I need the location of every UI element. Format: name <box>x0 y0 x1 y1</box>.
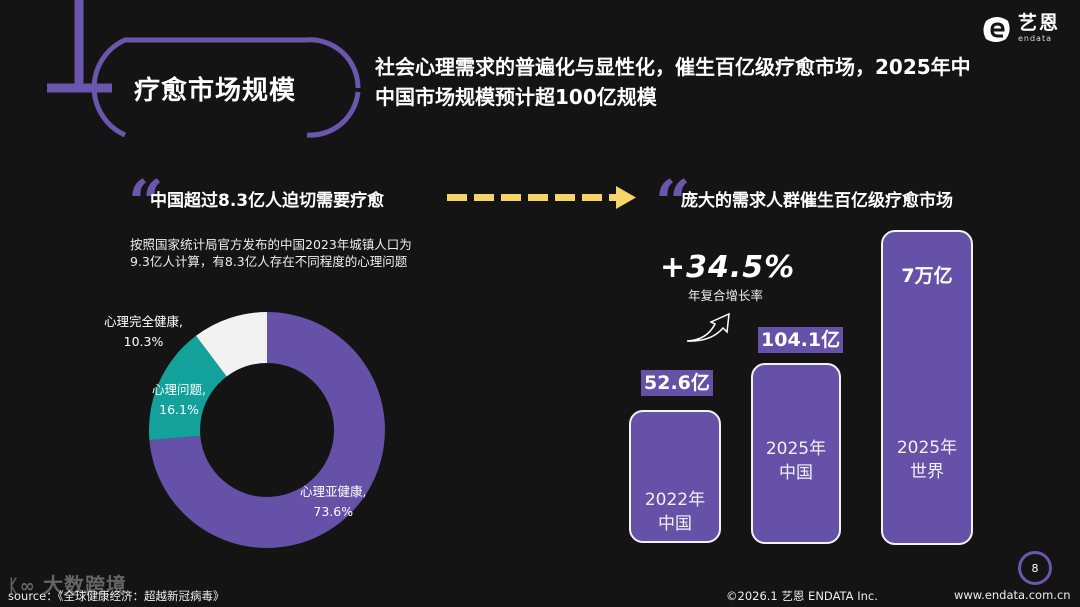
bar-label-year: 2025年 <box>765 439 827 459</box>
bar-label-region: 世界 <box>910 462 944 482</box>
growth-rate-label: 年复合增长率 <box>688 288 764 303</box>
website-link[interactable]: www.endata.com.cn <box>954 588 1071 602</box>
donut-segment-healthy <box>196 312 267 377</box>
bar-value-2025-world: 7万亿 <box>901 265 953 287</box>
bar-2022-china: 2022年 中国 <box>629 410 721 543</box>
label-value: 73.6% <box>313 504 354 519</box>
source-text: source：《全球健康经济：超越新冠病毒》 <box>8 589 225 603</box>
donut-label-problem: 心理问题, 16.1% <box>152 380 206 420</box>
label-value: 10.3% <box>123 334 164 349</box>
watermark-logo-icon: ᛕ∞ <box>8 576 44 597</box>
section-title: 疗愈市场规模 <box>134 76 297 106</box>
watermark-text: 大数跨境 <box>43 573 128 597</box>
bar-value-2025-china: 104.1亿 <box>758 327 844 353</box>
bar-value-2022-china: 52.6亿 <box>641 370 713 396</box>
bar-label: 2022年 中国 <box>631 488 719 536</box>
headline: 社会心理需求的普遍化与显性化，催生百亿级疗愈市场，2025年中 中国市场规模预计… <box>375 52 1055 112</box>
quote-mark-icon: “ <box>128 166 164 239</box>
left-panel-title: 中国超过8.3亿人迫切需要疗愈 <box>150 191 385 211</box>
bar-2025-world: 7万亿 2025年 世界 <box>881 230 973 545</box>
donut-segment-problem <box>148 335 227 441</box>
donut-label-sub-health: 心理亚健康, 73.6% <box>300 482 366 522</box>
donut-label-healthy: 心理完全健康, 10.3% <box>104 312 183 352</box>
endata-e-icon <box>983 16 1010 42</box>
donut-segment-sub-health <box>149 312 385 548</box>
label-value: 16.1% <box>159 402 199 417</box>
dashed-arrow-right-icon <box>447 186 636 209</box>
endata-logo: 艺恩 endata <box>982 14 1060 43</box>
left-panel-description: 按照国家统计局官方发布的中国2023年城镇人口为9.3亿人计算，有8.3亿人存在… <box>130 237 412 269</box>
right-panel-title: 庞大的需求人群催生百亿级疗愈市场 <box>681 191 953 211</box>
bar-label: 2025年 中国 <box>753 437 839 485</box>
label-text: 心理问题, <box>152 382 206 397</box>
bar-label: 2025年 世界 <box>883 436 971 484</box>
bar-label-region: 中国 <box>779 463 813 483</box>
copyright-text: ©2026.1 艺恩 ENDATA Inc. <box>726 589 878 603</box>
logo-cn-text: 艺恩 <box>1017 12 1060 34</box>
bar-label-year: 2022年 <box>644 490 706 510</box>
watermark: ᛕ∞ 大数跨境 <box>8 569 127 598</box>
quote-mark-icon: “ <box>655 166 691 239</box>
logo-en-text: endata <box>1017 34 1052 43</box>
page-number: 8 <box>1018 551 1052 585</box>
bar-label-region: 中国 <box>658 514 692 534</box>
trend-up-arrow-icon <box>686 312 730 342</box>
label-text: 心理完全健康, <box>104 314 183 329</box>
bar-2025-china: 2025年 中国 <box>751 363 841 544</box>
bar-label-year: 2025年 <box>896 438 958 458</box>
growth-rate-value: +34.5% <box>660 250 796 285</box>
headline-line-1: 社会心理需求的普遍化与显性化，催生百亿级疗愈市场，2025年中 <box>375 55 971 79</box>
label-text: 心理亚健康, <box>300 484 367 499</box>
headline-line-2: 中国市场规模预计超100亿规模 <box>375 85 657 109</box>
